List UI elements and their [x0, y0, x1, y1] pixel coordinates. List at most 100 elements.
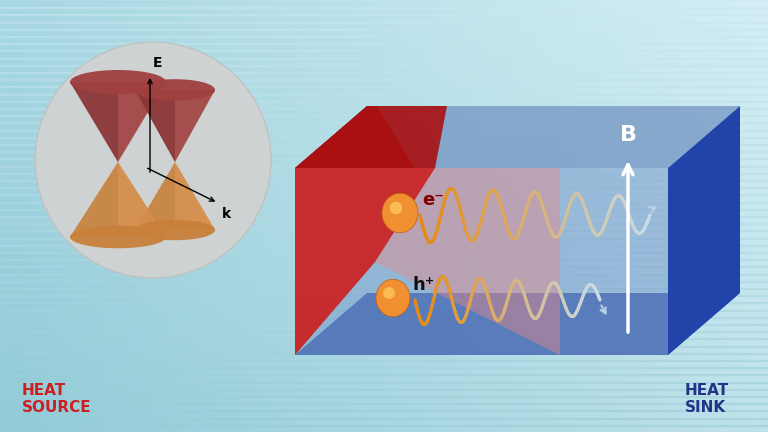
Bar — [25, 0, 39, 432]
Polygon shape — [135, 90, 215, 162]
Bar — [601, 0, 615, 432]
Bar — [13, 0, 27, 432]
Polygon shape — [375, 168, 560, 355]
Bar — [0, 57, 768, 66]
Ellipse shape — [35, 42, 271, 278]
Polygon shape — [295, 106, 415, 168]
Ellipse shape — [382, 193, 418, 233]
Bar — [167, 0, 180, 432]
Bar — [294, 0, 308, 432]
Bar — [435, 0, 449, 432]
Ellipse shape — [135, 220, 215, 240]
Bar — [0, 288, 768, 296]
Polygon shape — [295, 106, 447, 168]
Bar — [217, 0, 231, 432]
Bar — [666, 0, 680, 432]
Polygon shape — [70, 82, 118, 162]
Bar — [0, 187, 768, 195]
Bar — [0, 381, 768, 390]
Ellipse shape — [383, 287, 395, 299]
Bar — [333, 0, 346, 432]
Polygon shape — [70, 82, 166, 162]
Bar — [0, 51, 768, 59]
Polygon shape — [295, 168, 435, 355]
Bar — [0, 360, 768, 368]
Bar — [0, 7, 768, 16]
Bar — [0, 259, 768, 267]
Polygon shape — [135, 162, 215, 230]
Bar — [563, 0, 577, 432]
Bar — [346, 0, 359, 432]
Bar — [359, 0, 372, 432]
Bar — [0, 317, 768, 325]
Bar — [0, 0, 768, 8]
Bar — [282, 0, 296, 432]
Bar — [320, 0, 334, 432]
Bar — [409, 0, 423, 432]
Bar — [0, 43, 768, 51]
Polygon shape — [668, 106, 740, 355]
Bar — [614, 0, 628, 432]
Bar — [0, 173, 768, 181]
Bar — [0, 375, 768, 383]
Polygon shape — [295, 293, 740, 355]
Ellipse shape — [70, 70, 166, 94]
Bar — [0, 130, 768, 138]
Bar — [307, 0, 321, 432]
Bar — [115, 0, 129, 432]
Bar — [128, 0, 142, 432]
Bar — [461, 0, 475, 432]
Bar — [474, 0, 488, 432]
Bar — [205, 0, 219, 432]
Bar — [551, 0, 564, 432]
Bar — [0, 230, 768, 238]
Polygon shape — [70, 162, 166, 237]
Polygon shape — [295, 106, 740, 168]
Text: B: B — [620, 125, 637, 145]
Bar — [525, 0, 538, 432]
Bar — [0, 72, 768, 80]
Bar — [0, 79, 768, 87]
Bar — [0, 86, 768, 95]
Polygon shape — [118, 162, 166, 237]
Bar — [0, 367, 768, 375]
Bar — [0, 22, 768, 30]
Bar — [0, 353, 768, 361]
Bar — [499, 0, 513, 432]
Bar — [0, 245, 768, 253]
Bar — [0, 295, 768, 303]
Bar — [51, 0, 65, 432]
Bar — [0, 202, 768, 210]
Text: k: k — [222, 207, 231, 221]
Bar — [397, 0, 411, 432]
Bar — [0, 115, 768, 124]
Bar — [0, 425, 768, 432]
Bar — [0, 410, 768, 419]
Polygon shape — [295, 168, 668, 355]
Bar — [0, 273, 768, 282]
Bar — [0, 122, 768, 130]
Bar — [192, 0, 206, 432]
Bar — [589, 0, 603, 432]
Bar — [90, 0, 104, 432]
Bar — [0, 14, 768, 22]
Bar — [256, 0, 270, 432]
Bar — [0, 159, 768, 167]
Ellipse shape — [135, 79, 215, 101]
Text: HEAT
SOURCE: HEAT SOURCE — [22, 383, 91, 415]
Bar — [384, 0, 398, 432]
Bar — [269, 0, 283, 432]
Bar — [38, 0, 52, 432]
Polygon shape — [175, 162, 215, 230]
Bar — [0, 403, 768, 411]
Bar — [640, 0, 654, 432]
Bar — [678, 0, 692, 432]
Bar — [0, 29, 768, 37]
Bar — [0, 281, 768, 289]
Bar — [627, 0, 641, 432]
Bar — [0, 144, 768, 152]
Bar — [0, 36, 768, 44]
Bar — [0, 165, 768, 174]
Polygon shape — [135, 90, 175, 162]
Text: E: E — [153, 56, 163, 70]
